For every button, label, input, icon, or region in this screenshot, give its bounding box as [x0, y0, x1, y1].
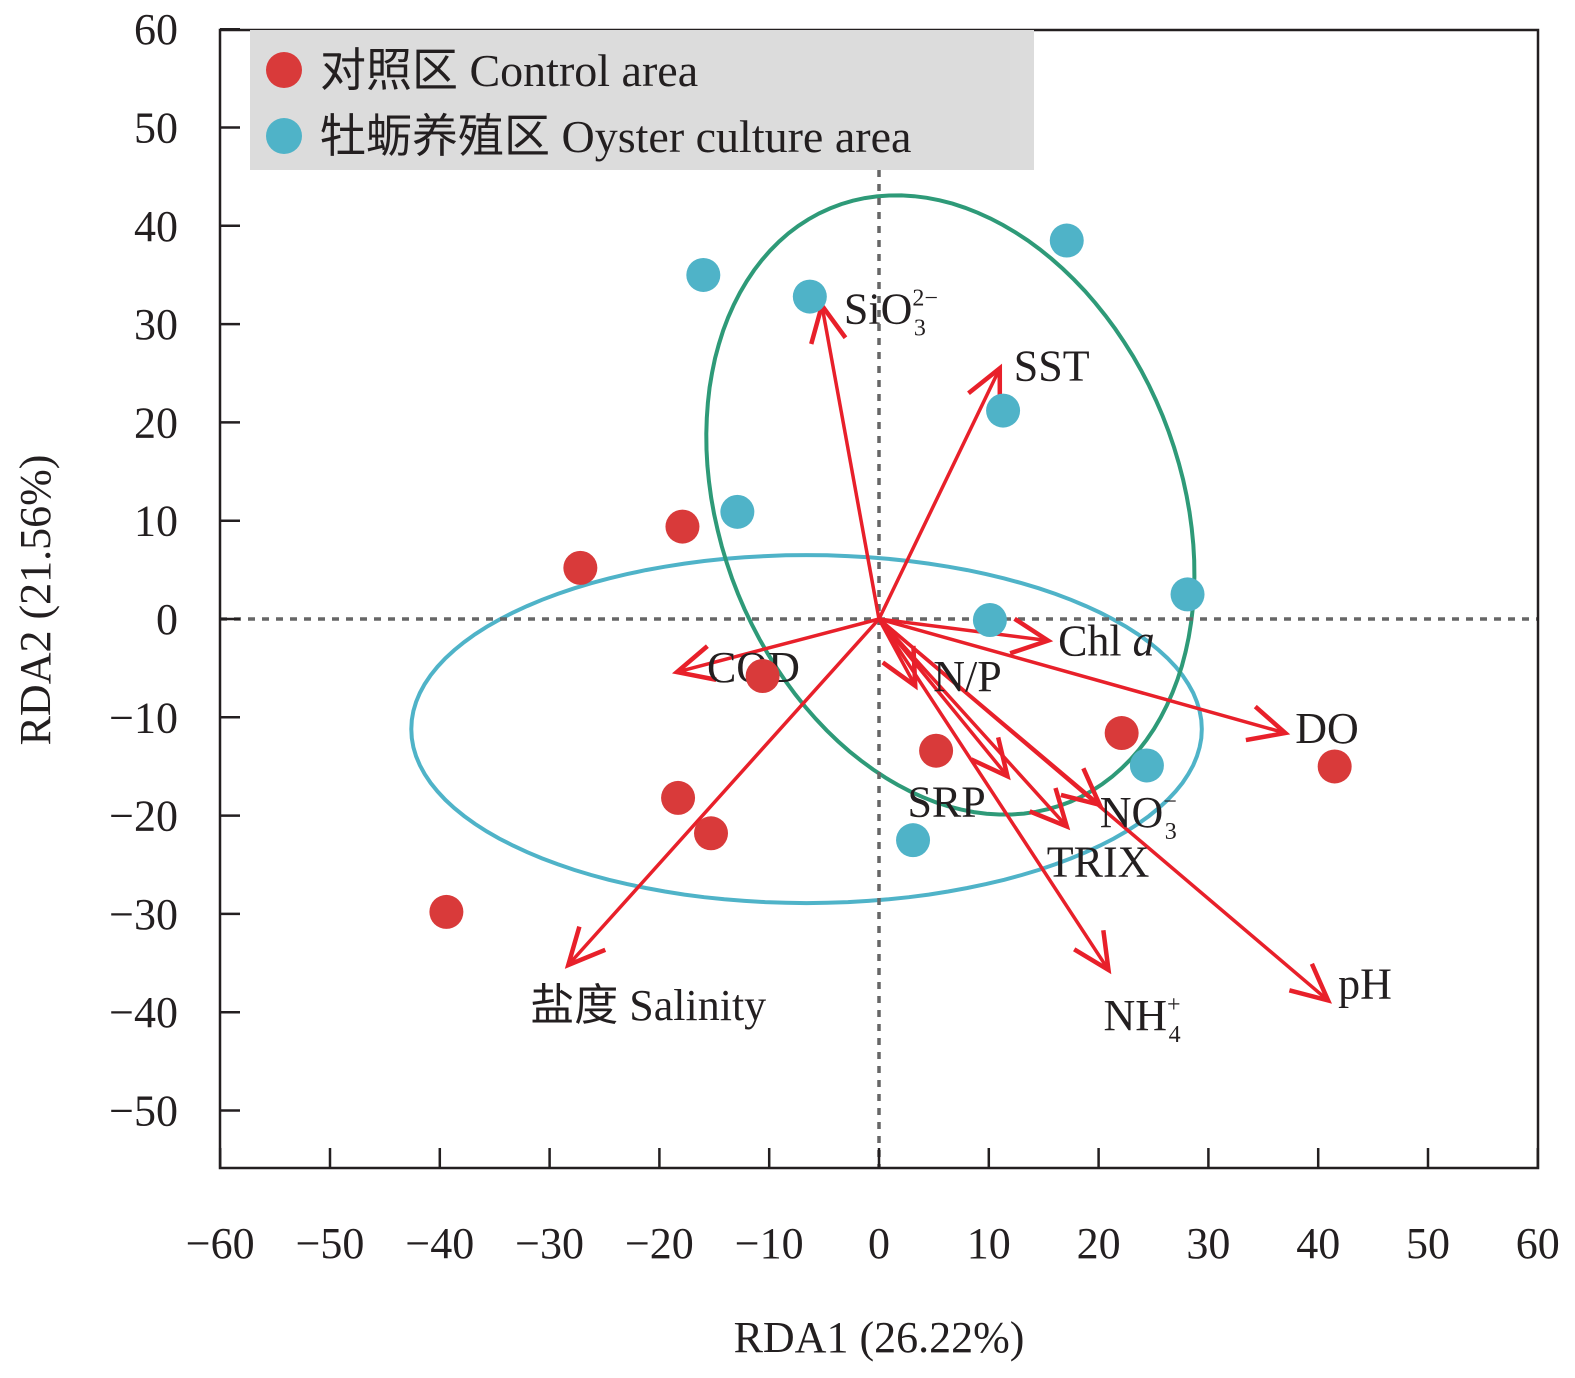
vector-label: NO− 3 [1100, 788, 1177, 845]
legend-marker [266, 52, 302, 88]
control-point [563, 550, 598, 585]
vector-arrowhead [1288, 962, 1333, 1004]
y-tick-label: −50 [109, 1087, 178, 1136]
vector-label: SST [1014, 341, 1090, 390]
vector-arrow [877, 618, 1110, 971]
vector-label: Chl a [1058, 617, 1155, 666]
vector-arrow [820, 305, 881, 620]
vector-arrowhead [1245, 704, 1291, 743]
y-axis-title: RDA2 (21.56%) [11, 455, 60, 746]
x-tick-label: 10 [967, 1219, 1011, 1268]
vector-label: 盐度 Salinity [530, 981, 766, 1030]
vector-label: SRP [907, 777, 985, 826]
vector-arrow [676, 617, 880, 674]
legend-marker [266, 118, 302, 154]
y-tick-label: 0 [156, 595, 178, 644]
oyster-point [972, 602, 1007, 637]
vector-arrowhead [1009, 616, 1054, 656]
vector-label: SiO2− 3 [844, 284, 938, 341]
oyster-point [986, 393, 1021, 428]
control-point [694, 816, 729, 851]
vector-label: N/P [933, 652, 1001, 701]
x-tick-label: 0 [868, 1219, 890, 1268]
control-point [1317, 749, 1352, 784]
y-tick-label: −20 [109, 792, 178, 841]
y-tick-label: −30 [109, 890, 178, 939]
oyster-point [1049, 223, 1084, 258]
oyster-point [1129, 748, 1164, 783]
control-point [661, 780, 696, 815]
x-tick-label: −10 [735, 1219, 804, 1268]
vector-arrowhead [970, 736, 1011, 781]
y-tick-label: 50 [134, 104, 178, 153]
axes: −60 −50 −40 −30 −20 −10 0 10 20 30 40 50 60 60 50 40 30 2… [109, 5, 1560, 1268]
vector-arrow [566, 617, 881, 967]
y-tick-label: 40 [134, 202, 178, 251]
control-point [1104, 716, 1139, 751]
vector-arrow [877, 367, 1002, 620]
vector-arrowhead [564, 925, 607, 969]
x-tick-label: −60 [186, 1219, 255, 1268]
y-tick-label: −40 [109, 988, 178, 1037]
x-tick-label: 20 [1077, 1219, 1121, 1268]
vector-label: NH+ 4 [1103, 991, 1180, 1048]
oyster-point [792, 279, 827, 314]
control-point [665, 509, 700, 544]
vector-label: DO [1295, 704, 1359, 753]
legend-label: 对照区 Control area [320, 45, 698, 96]
x-tick-label: 40 [1296, 1219, 1340, 1268]
control-point [745, 659, 780, 694]
vector-arrowhead [1073, 929, 1112, 975]
x-tick-label: 30 [1186, 1219, 1230, 1268]
y-tick-label: 60 [134, 5, 178, 54]
vector-label: pH [1338, 959, 1392, 1008]
vector-arrow [878, 617, 1049, 643]
sample-points [429, 223, 1352, 929]
x-tick-label: −40 [405, 1219, 474, 1268]
oyster-point [896, 823, 931, 858]
vector-arrowhead [1060, 767, 1104, 809]
x-axis-title: RDA1 (26.22%) [734, 1313, 1025, 1362]
legend-box [250, 30, 1034, 170]
legend: 对照区 Control area 牡蛎养殖区 Oyster culture are… [250, 30, 1034, 170]
y-tick-label: 20 [134, 398, 178, 447]
vector-arrow [877, 617, 1009, 778]
oyster-point [686, 257, 721, 292]
x-tick-label: −50 [296, 1219, 365, 1268]
vector-arrow [878, 617, 1286, 735]
vector-arrow [877, 618, 917, 687]
oyster-point [720, 494, 755, 529]
vector-arrow [877, 617, 1069, 828]
legend-label: 牡蛎养殖区 Oyster culture area [320, 111, 911, 162]
control-point [429, 894, 464, 929]
y-tick-label: 10 [134, 497, 178, 546]
y-tick-label: −10 [109, 693, 178, 742]
y-tick-label: 30 [134, 300, 178, 349]
vector-label: TRIX [1047, 837, 1150, 886]
x-tick-label: 50 [1406, 1219, 1450, 1268]
x-tick-label: 60 [1516, 1219, 1560, 1268]
vector-arrowhead [1028, 787, 1071, 831]
x-tick-label: −20 [625, 1219, 694, 1268]
x-tick-label: −30 [515, 1219, 584, 1268]
vector-arrowhead [671, 644, 717, 682]
oyster-point [1170, 577, 1205, 612]
ellipse-control [409, 553, 1204, 906]
control-point [919, 733, 954, 768]
vector-arrowhead [881, 645, 918, 691]
